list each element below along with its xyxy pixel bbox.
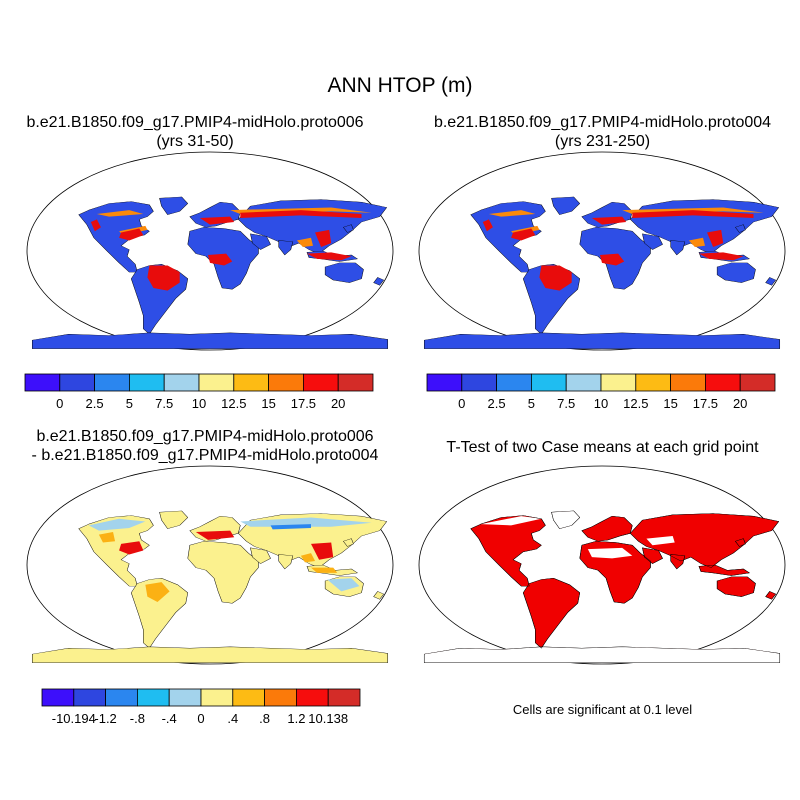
colorbar-tick-label: 2.5 <box>85 396 104 411</box>
colorbar-swatch <box>163 373 200 392</box>
colorbar-swatch <box>105 688 138 707</box>
panel-title-case2-line1: b.e21.B1850.f09_g17.PMIP4-midHolo.proto0… <box>433 114 772 131</box>
colorbar-swatch <box>168 688 202 707</box>
colorbar-swatch <box>302 373 339 392</box>
colorbar-swatch <box>233 373 270 392</box>
colorbar-tick-label: 0 <box>458 396 466 411</box>
colorbar-tick-label: 20 <box>330 396 346 411</box>
colorbar-swatch <box>600 373 637 392</box>
map-ttest-nonsignificant <box>424 510 780 663</box>
colorbar-tick-label: 15 <box>663 396 678 411</box>
colorbar-tick-label: 20 <box>732 396 748 411</box>
panel-title-case2: b.e21.B1850.f09_g17.PMIP4-midHolo.proto0… <box>405 113 800 151</box>
colorbar-tick-label: 0 <box>197 711 205 726</box>
panel-title-diff: b.e21.B1850.f09_g17.PMIP4-midHolo.proto0… <box>0 427 410 465</box>
colorbar-swatch <box>327 688 361 707</box>
colorbar-swatch <box>705 373 741 392</box>
colorbar-tick-label: 12.5 <box>221 396 247 411</box>
panel-title-case2-line2: (yrs 231-250) <box>554 133 651 150</box>
colorbar-swatch <box>264 688 297 707</box>
colorbar-tick-label: -.8 <box>129 711 145 726</box>
colorbar-tick-label: 10.138 <box>308 711 349 726</box>
colorbar-swatch <box>337 373 374 392</box>
colorbar-swatch <box>531 373 567 392</box>
colorbar-tick-label: -.4 <box>161 711 177 726</box>
colorbar-case2 <box>426 373 776 392</box>
colorbar-swatch <box>739 373 776 392</box>
colorbar-tick-label: -10.194 <box>51 711 96 726</box>
panel-title-diff-line2: - b.e21.B1850.f09_g17.PMIP4-midHolo.prot… <box>31 447 379 464</box>
colorbar-swatch <box>295 688 329 707</box>
map-ttest <box>418 465 786 665</box>
map-case1 <box>26 151 394 351</box>
colorbar-tick-label: 17.5 <box>290 396 317 411</box>
significance-note: Cells are significant at 0.1 level <box>512 702 693 717</box>
colorbar-swatch <box>73 688 107 707</box>
colorbar-tick-label: .4 <box>227 711 239 726</box>
colorbar-swatch <box>128 373 165 392</box>
colorbar-swatch <box>496 373 532 392</box>
panel-title-ttest: T-Test of two Case means at each grid po… <box>446 439 759 456</box>
colorbar-swatch <box>41 688 75 707</box>
colorbar-swatch <box>136 688 170 707</box>
colorbar-tick-label: 7.5 <box>155 396 174 411</box>
colorbar-tick-label: 5 <box>125 396 134 411</box>
map-case2 <box>418 151 786 351</box>
colorbar-tick-label: 5 <box>527 396 536 411</box>
colorbar-case1 <box>24 373 374 392</box>
colorbar-tick-label: 10 <box>191 396 207 411</box>
colorbar-tick-label: 17.5 <box>692 396 719 411</box>
panel-title-case1-line2: (yrs 31-50) <box>156 133 234 150</box>
colorbar-swatch <box>635 373 671 392</box>
colorbar-swatch <box>461 373 497 392</box>
colorbar-swatch <box>670 373 706 392</box>
colorbar-diff <box>41 688 361 707</box>
colorbar-swatch <box>59 373 95 392</box>
colorbar-tick-label: 12.5 <box>623 396 649 411</box>
colorbar-tick-label: 1.2 <box>287 711 306 726</box>
colorbar-swatch <box>200 688 234 707</box>
colorbar-tick-label: 2.5 <box>487 396 506 411</box>
map-diff <box>26 465 394 665</box>
colorbar-tick-label: .8 <box>259 711 271 726</box>
panel-title-case1-line1: b.e21.B1850.f09_g17.PMIP4-midHolo.proto0… <box>26 114 364 131</box>
colorbar-swatch <box>268 373 304 392</box>
panel-title-case1: b.e21.B1850.f09_g17.PMIP4-midHolo.proto0… <box>0 113 390 151</box>
panel-title-diff-line1: b.e21.B1850.f09_g17.PMIP4-midHolo.proto0… <box>36 428 374 445</box>
main-title: ANN HTOP (m) <box>327 74 473 97</box>
colorbar-tick-label: 10 <box>593 396 609 411</box>
colorbar-tick-label: 0 <box>56 396 64 411</box>
colorbar-swatch <box>565 373 602 392</box>
colorbar-tick-label: 15 <box>261 396 276 411</box>
colorbar-swatch <box>426 373 463 392</box>
colorbar-swatch <box>94 373 130 392</box>
colorbar-tick-label: -1.2 <box>94 711 117 726</box>
colorbar-tick-label: 7.5 <box>557 396 576 411</box>
colorbar-swatch <box>232 688 266 707</box>
colorbar-swatch <box>198 373 235 392</box>
colorbar-swatch <box>24 373 61 392</box>
